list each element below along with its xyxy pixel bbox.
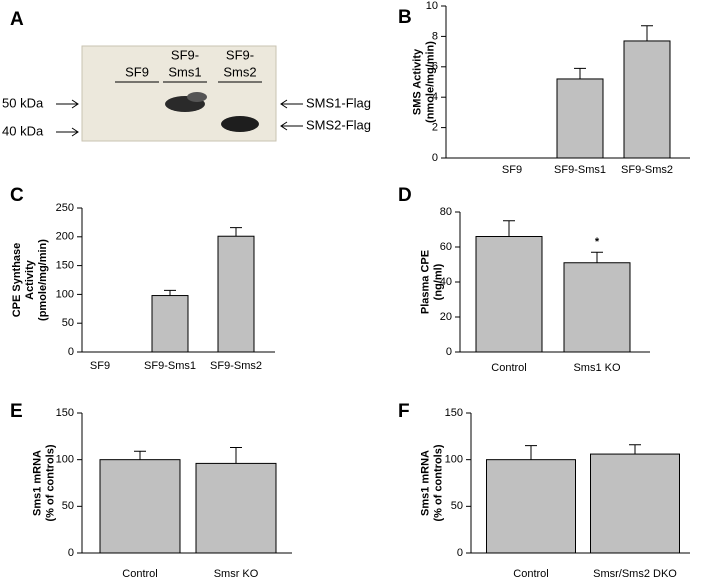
arrowhead [71, 127, 79, 137]
y-tick-label: 0 [446, 346, 452, 358]
arrowhead [280, 121, 288, 131]
y-tick-label: 6 [432, 61, 438, 73]
bar [623, 40, 671, 159]
error-bar [629, 444, 641, 455]
error-bar [134, 450, 146, 460]
x-tick-label: SF9 [502, 164, 522, 176]
bar [99, 459, 181, 554]
bar [475, 236, 543, 353]
y-tick-label: 40 [440, 276, 452, 288]
x-tick-label: Control [513, 568, 548, 580]
y-tick-label: 50 [62, 500, 74, 512]
panel-letter: E [10, 401, 23, 422]
panel-letter: C [10, 185, 24, 206]
y-tick-label: 200 [56, 231, 74, 243]
y-axis-label: (% of controls) [44, 444, 56, 521]
band-label: SMS2-Flag [306, 117, 371, 132]
bar [151, 295, 189, 353]
y-tick-label: 150 [56, 260, 74, 272]
y-tick-label: 4 [432, 91, 438, 103]
y-tick-label: 150 [56, 407, 74, 419]
error-bar [574, 67, 586, 79]
y-axis-label: Sms1 mRNA [31, 450, 43, 516]
lane-label: Sms1 [168, 64, 201, 79]
bar [556, 78, 604, 159]
y-tick-label: 50 [62, 317, 74, 329]
y-tick-label: 80 [440, 206, 452, 218]
band-label: SMS1-Flag [306, 95, 371, 110]
y-tick-label: 0 [457, 547, 463, 559]
lane-label: SF9- [226, 47, 254, 62]
marker-label: 40 kDa [2, 123, 44, 138]
x-tick-label: SF9-Sms2 [210, 360, 262, 372]
bar [590, 453, 680, 554]
annotation: * [595, 236, 600, 248]
y-tick-label: 50 [451, 500, 463, 512]
x-tick-label: SF9-Sms2 [621, 164, 673, 176]
x-tick-label: Control [491, 362, 526, 374]
panel-letter: B [398, 7, 412, 28]
x-tick-label: Smsr/Sms2 DKO [593, 568, 677, 580]
lane-label: SF9 [125, 64, 149, 79]
band [187, 92, 207, 102]
panel-letter: D [398, 185, 412, 206]
y-axis-label: SMS Activity [411, 48, 423, 115]
y-tick-label: 20 [440, 311, 452, 323]
y-tick-label: 150 [445, 407, 463, 419]
error-bar [525, 445, 537, 460]
y-tick-label: 100 [56, 454, 74, 466]
y-axis-label: (ng/ml) [432, 263, 444, 300]
bar [217, 235, 255, 353]
y-tick-label: 100 [445, 454, 463, 466]
x-tick-label: SF9 [90, 360, 110, 372]
lane-label: Sms2 [223, 64, 256, 79]
x-tick-label: SF9-Sms1 [144, 360, 196, 372]
band [221, 116, 259, 132]
y-tick-label: 250 [56, 202, 74, 214]
arrowhead [71, 99, 79, 109]
y-tick-label: 0 [68, 547, 74, 559]
error-bar [230, 447, 242, 464]
error-bar [591, 251, 603, 263]
y-axis-label: (pmole/mg/min) [37, 239, 49, 321]
y-axis-label: (nmole/mg/min) [424, 41, 436, 123]
x-tick-label: Control [122, 568, 157, 580]
x-tick-label: Smsr KO [214, 568, 259, 580]
lane-label: SF9- [171, 47, 199, 62]
marker-label: 50 kDa [2, 95, 44, 110]
error-bar [164, 289, 176, 296]
x-tick-label: SF9-Sms1 [554, 164, 606, 176]
y-axis-label: Plasma CPE [419, 250, 431, 314]
x-tick-label: Sms1 KO [573, 362, 621, 374]
y-axis-label: CPE Synthase [11, 243, 23, 318]
error-bar [230, 227, 242, 237]
y-tick-label: 2 [432, 122, 438, 134]
error-bar [503, 220, 515, 237]
y-tick-label: 0 [432, 152, 438, 164]
y-tick-label: 60 [440, 241, 452, 253]
bar [486, 459, 576, 554]
y-axis-label: Activity [24, 259, 36, 300]
panel-letter: A [10, 9, 24, 30]
y-axis-label: Sms1 mRNA [419, 450, 431, 516]
bar [563, 262, 631, 353]
y-axis-label: (% of controls) [432, 444, 444, 521]
error-bar [641, 25, 653, 41]
y-tick-label: 0 [68, 346, 74, 358]
y-tick-label: 8 [432, 30, 438, 42]
bar [195, 462, 277, 554]
y-tick-label: 10 [426, 0, 438, 12]
panel-letter: F [398, 401, 410, 422]
arrowhead [280, 99, 288, 109]
y-tick-label: 100 [56, 288, 74, 300]
